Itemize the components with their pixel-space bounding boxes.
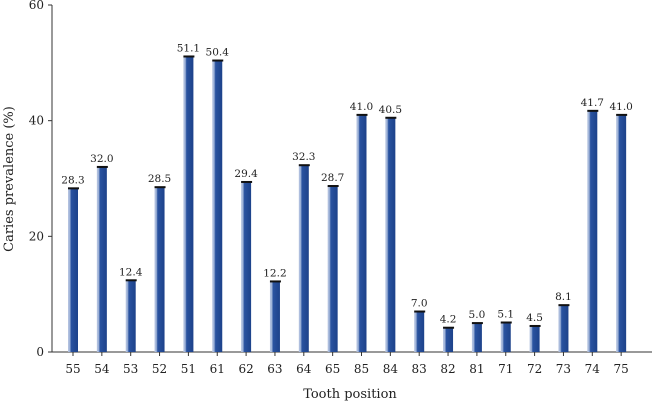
plot-area — [51, 5, 652, 353]
x-tick-label: 72 — [527, 362, 542, 376]
bar — [587, 110, 598, 353]
bar — [558, 305, 569, 352]
bar-value-label: 41.7 — [581, 97, 604, 109]
bar — [269, 281, 280, 352]
bar — [443, 327, 454, 352]
bar-value-label: 40.5 — [379, 104, 402, 116]
bar-cap — [616, 113, 628, 116]
x-tick-label: 75 — [614, 362, 629, 376]
x-tick-label: 51 — [181, 362, 196, 376]
bar-value-label: 32.3 — [292, 151, 315, 163]
x-tick-label: 84 — [383, 362, 399, 376]
x-tick-label: 55 — [65, 362, 80, 376]
bar-value-label: 5.0 — [469, 309, 486, 321]
x-tick-label: 71 — [498, 362, 513, 376]
x-tick-label: 63 — [267, 362, 282, 376]
bar-cap — [125, 279, 137, 282]
x-tick-label: 62 — [238, 362, 253, 376]
x-tick-label: 74 — [585, 362, 601, 376]
x-tick-label: 65 — [325, 362, 340, 376]
bar — [385, 117, 396, 353]
bar-value-label: 41.0 — [609, 101, 632, 113]
bar-cap — [587, 109, 599, 112]
bar-cap — [471, 322, 483, 325]
bar-value-label: 28.3 — [61, 174, 84, 186]
x-tick-label: 85 — [354, 362, 369, 376]
value-labels: 28.3 32.0 12.4 28.5 51.1 50.4 29.4 12.2 32.3 28.7… — [61, 42, 633, 325]
bar-cap — [68, 187, 79, 190]
bar-cap — [385, 116, 397, 119]
bar-value-label: 8.1 — [555, 291, 572, 303]
bar-cap — [529, 324, 541, 327]
bar-value-label: 7.0 — [411, 298, 428, 310]
x-tick-label: 54 — [94, 362, 110, 376]
bar — [616, 114, 627, 352]
bar-cap — [212, 59, 224, 62]
bar-cap — [327, 185, 339, 188]
bar-value-label: 28.7 — [321, 172, 344, 184]
bar — [212, 60, 223, 353]
bar-value-label: 51.1 — [177, 42, 200, 54]
x-tick-label: 61 — [210, 362, 225, 376]
y-tick-labels: 0 20 40 60 — [29, 0, 52, 359]
bar-cap — [96, 165, 108, 168]
x-tick-label: 81 — [469, 362, 484, 376]
y-tick-label: 40 — [29, 114, 44, 128]
bar — [125, 280, 136, 352]
bar-cap — [356, 113, 368, 116]
bar-cap — [500, 321, 512, 324]
bar — [500, 322, 511, 352]
bar-cap — [154, 186, 166, 189]
y-axis-title: Caries prevalence (%) — [2, 106, 17, 252]
bars — [68, 55, 628, 353]
bar — [414, 311, 425, 352]
bar-cap — [298, 164, 310, 167]
bar — [68, 188, 78, 352]
x-tick-label: 53 — [123, 362, 138, 376]
x-tick-labels: 55 54 53 52 51 61 62 63 64 65 85 84 83 82 81 71 72 73 74 75 — [65, 352, 629, 376]
bar-cap — [183, 55, 195, 58]
bar-value-label: 29.4 — [234, 168, 258, 180]
x-tick-label: 52 — [152, 362, 167, 376]
y-tick-label: 60 — [29, 0, 44, 12]
bar-value-label: 4.5 — [526, 312, 543, 324]
bar-value-label: 5.1 — [497, 309, 514, 321]
bar-value-label: 4.2 — [440, 314, 457, 326]
bar — [154, 187, 165, 352]
bar-value-label: 32.0 — [90, 153, 113, 165]
bar — [529, 325, 540, 352]
bar — [356, 114, 367, 352]
bar-value-label: 41.0 — [350, 101, 373, 113]
bar — [298, 165, 309, 352]
bar — [241, 181, 252, 352]
bar — [183, 56, 194, 352]
bar-cap — [414, 310, 426, 313]
bar-value-label: 28.5 — [148, 173, 171, 185]
y-tick-label: 0 — [36, 345, 44, 359]
x-axis-title: Tooth position — [303, 387, 397, 402]
bar-value-label: 12.2 — [263, 267, 286, 279]
bar-cap — [443, 326, 455, 329]
y-tick-label: 20 — [29, 229, 44, 243]
bar-cap — [241, 180, 253, 183]
bar — [471, 323, 482, 352]
bar-cap — [558, 304, 570, 307]
x-tick-label: 82 — [440, 362, 455, 376]
bar-value-label: 50.4 — [206, 47, 230, 59]
bar — [96, 166, 107, 352]
bar-value-label: 12.4 — [119, 266, 143, 278]
x-tick-label: 73 — [556, 362, 571, 376]
x-tick-label: 83 — [412, 362, 427, 376]
x-tick-label: 64 — [296, 362, 312, 376]
bar-cap — [269, 280, 281, 283]
bar — [327, 186, 338, 352]
